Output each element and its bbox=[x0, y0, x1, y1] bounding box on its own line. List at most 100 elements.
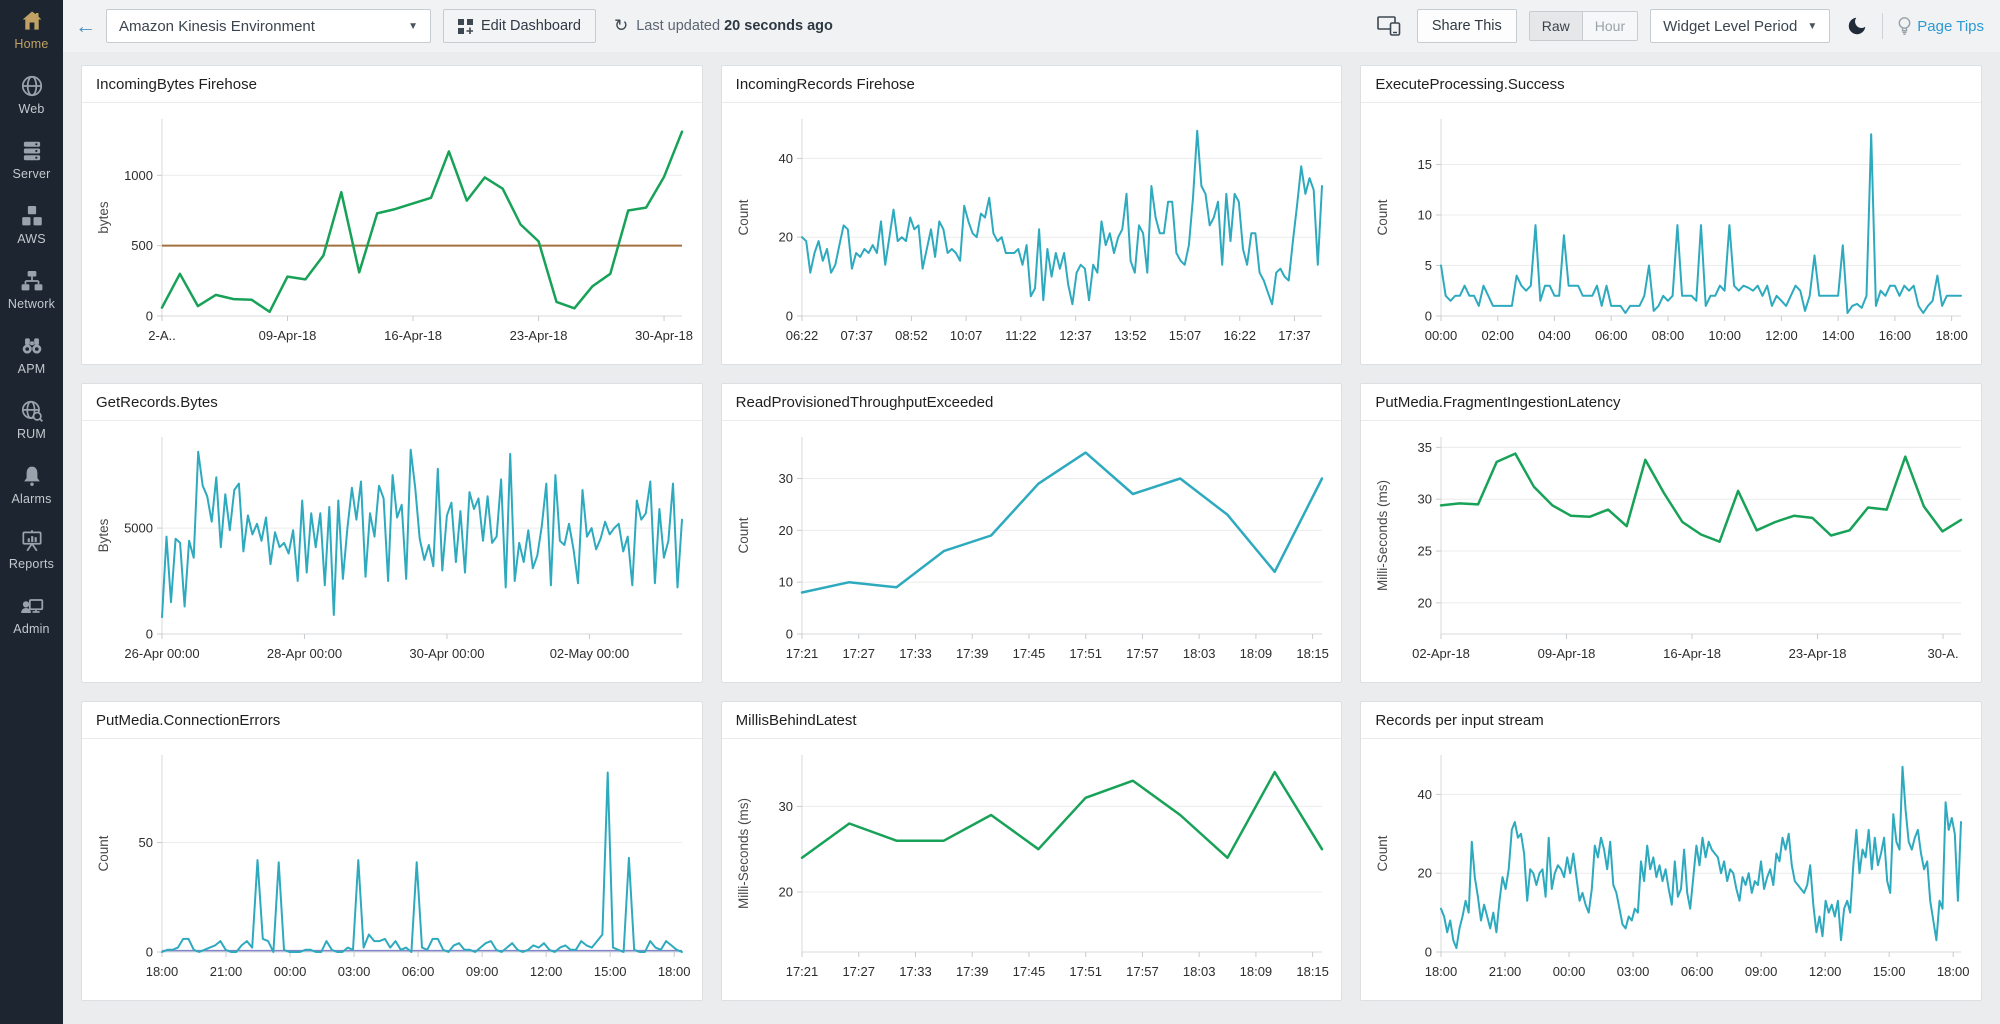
sidebar-item-network[interactable]: Network bbox=[0, 268, 63, 311]
sidebar-item-server[interactable]: Server bbox=[0, 138, 63, 181]
svg-text:16-Apr-18: 16-Apr-18 bbox=[384, 328, 442, 343]
svg-text:5000: 5000 bbox=[124, 521, 153, 536]
svg-text:17:51: 17:51 bbox=[1069, 646, 1102, 661]
svg-text:Milli-Seconds (ms): Milli-Seconds (ms) bbox=[1375, 480, 1390, 591]
page-tips-label: Page Tips bbox=[1917, 17, 1984, 35]
svg-text:17:45: 17:45 bbox=[1012, 964, 1045, 979]
widget-millisbehindlatest: MillisBehindLatest 20 30 17:21 17:27 17:33 17… bbox=[720, 701, 1343, 1001]
svg-text:Count: Count bbox=[1375, 835, 1390, 871]
svg-text:Milli-Seconds (ms): Milli-Seconds (ms) bbox=[736, 798, 751, 909]
widget-title: IncomingRecords Firehose bbox=[721, 66, 1342, 103]
line-chart[interactable]: 0 50 18:00 21:00 00:00 03:00 06:00 09:00 12:00 15… bbox=[82, 739, 702, 1000]
bell-icon bbox=[23, 466, 40, 486]
devices-icon[interactable] bbox=[1377, 15, 1403, 37]
sidebar-item-apm[interactable]: APM bbox=[0, 333, 63, 376]
share-this-button[interactable]: Share This bbox=[1416, 9, 1517, 43]
line-chart[interactable]: 0 5000 26-Apr 00:00 28-Apr 00:00 30-Apr 00:0… bbox=[82, 421, 702, 682]
last-updated-prefix: Last updated bbox=[636, 18, 721, 34]
svg-text:16-Apr-18: 16-Apr-18 bbox=[1663, 646, 1721, 661]
sidebar: Home Web Server AWS Network APM RUM Alar… bbox=[0, 0, 63, 1024]
line-chart[interactable]: 0 500 1000 2-A.. 09-Apr-18 16-Apr-18 23-Apr-18… bbox=[82, 103, 702, 364]
svg-text:20: 20 bbox=[778, 885, 792, 900]
binoculars-icon bbox=[22, 338, 41, 354]
edit-dashboard-button[interactable]: Edit Dashboard bbox=[443, 9, 596, 43]
svg-text:18:09: 18:09 bbox=[1239, 964, 1272, 979]
svg-text:17:27: 17:27 bbox=[842, 964, 875, 979]
svg-text:12:00: 12:00 bbox=[1765, 328, 1798, 343]
edit-dashboard-label: Edit Dashboard bbox=[481, 18, 581, 34]
last-updated-value: 20 seconds ago bbox=[724, 18, 833, 34]
svg-text:Count: Count bbox=[96, 835, 111, 871]
widget-readprovisionedthroughputexceeded: ReadProvisionedThroughputExceeded 0 10 20 3… bbox=[720, 383, 1343, 683]
sidebar-item-home[interactable]: Home bbox=[0, 8, 63, 51]
line-chart[interactable]: 0 20 40 06:22 07:37 08:52 10:07 11:22 12:37 13:52… bbox=[722, 103, 1342, 364]
svg-text:500: 500 bbox=[131, 238, 153, 253]
toolbar-divider bbox=[1882, 13, 1884, 39]
svg-text:10: 10 bbox=[1418, 207, 1432, 222]
widget-title: Records per input stream bbox=[1361, 702, 1981, 739]
svg-text:0: 0 bbox=[785, 627, 792, 642]
svg-text:21:00: 21:00 bbox=[1489, 964, 1522, 979]
svg-text:Count: Count bbox=[1375, 199, 1390, 235]
svg-text:18:15: 18:15 bbox=[1296, 646, 1329, 661]
svg-text:07:37: 07:37 bbox=[840, 328, 873, 343]
line-chart[interactable]: 0 5 10 15 00:00 02:00 04:00 06:00 08:00 10:00 12:0… bbox=[1361, 103, 1981, 364]
svg-text:09-Apr-18: 09-Apr-18 bbox=[1538, 646, 1596, 661]
back-arrow-icon[interactable]: ← bbox=[75, 14, 96, 38]
lightbulb-icon bbox=[1898, 17, 1911, 35]
svg-text:20: 20 bbox=[778, 230, 792, 245]
svg-text:0: 0 bbox=[785, 309, 792, 324]
chevron-down-icon: ▼ bbox=[408, 20, 418, 32]
aws-cubes-icon bbox=[21, 206, 42, 226]
widget-title: ReadProvisionedThroughputExceeded bbox=[721, 384, 1342, 421]
widget-getrecords-bytes: GetRecords.Bytes 0 5000 26-Apr 00:00 28-Apr… bbox=[81, 383, 703, 683]
sidebar-item-reports[interactable]: Reports bbox=[0, 528, 63, 571]
svg-text:17:21: 17:21 bbox=[785, 964, 818, 979]
server-icon bbox=[23, 141, 40, 161]
refresh-icon[interactable]: ↻ bbox=[613, 16, 629, 35]
widget-title: IncomingBytes Firehose bbox=[82, 66, 702, 103]
sidebar-item-label: APM bbox=[17, 362, 46, 376]
svg-text:00:00: 00:00 bbox=[1553, 964, 1586, 979]
widget-level-period-select[interactable]: Widget Level Period ▼ bbox=[1650, 9, 1831, 43]
svg-text:02:00: 02:00 bbox=[1482, 328, 1515, 343]
svg-text:10:07: 10:07 bbox=[950, 328, 983, 343]
svg-text:15:07: 15:07 bbox=[1168, 328, 1201, 343]
sidebar-item-aws[interactable]: AWS bbox=[0, 203, 63, 246]
sidebar-item-web[interactable]: Web bbox=[0, 73, 63, 116]
svg-text:17:39: 17:39 bbox=[956, 964, 989, 979]
svg-text:Count: Count bbox=[736, 199, 751, 235]
widget-title: GetRecords.Bytes bbox=[82, 384, 702, 421]
svg-text:02-Apr-18: 02-Apr-18 bbox=[1412, 646, 1470, 661]
toggle-option-raw[interactable]: Raw bbox=[1529, 12, 1583, 40]
toggle-option-hour[interactable]: Hour bbox=[1582, 12, 1638, 40]
svg-text:0: 0 bbox=[1425, 945, 1432, 960]
line-chart[interactable]: 0 10 20 30 17:21 17:27 17:33 17:39 17:45 17:51 17:… bbox=[722, 421, 1342, 682]
svg-text:28-Apr 00:00: 28-Apr 00:00 bbox=[267, 646, 342, 661]
line-chart[interactable]: 20 30 17:21 17:27 17:33 17:39 17:45 17:51 17:57 1… bbox=[722, 739, 1342, 1000]
svg-text:30: 30 bbox=[778, 471, 792, 486]
sidebar-item-rum[interactable]: RUM bbox=[0, 398, 63, 441]
sidebar-item-admin[interactable]: Admin bbox=[0, 593, 63, 636]
widget-title: PutMedia.FragmentIngestionLatency bbox=[1361, 384, 1981, 421]
svg-text:17:21: 17:21 bbox=[785, 646, 818, 661]
svg-text:Count: Count bbox=[736, 517, 751, 553]
line-chart[interactable]: 0 20 40 18:00 21:00 00:00 03:00 06:00 09:00 12:00… bbox=[1361, 739, 1981, 1000]
svg-text:50: 50 bbox=[139, 835, 153, 850]
widget-title: PutMedia.ConnectionErrors bbox=[82, 702, 702, 739]
svg-text:23-Apr-18: 23-Apr-18 bbox=[510, 328, 568, 343]
svg-text:18:00: 18:00 bbox=[1937, 964, 1970, 979]
svg-text:Bytes: Bytes bbox=[96, 518, 111, 552]
svg-text:09:00: 09:00 bbox=[466, 964, 499, 979]
page-tips-link[interactable]: Page Tips bbox=[1897, 16, 1984, 36]
svg-text:5: 5 bbox=[1425, 258, 1432, 273]
line-chart[interactable]: 20 25 30 35 02-Apr-18 09-Apr-18 16-Apr-18 23-Ap… bbox=[1361, 421, 1981, 682]
svg-text:10: 10 bbox=[778, 575, 792, 590]
svg-text:21:00: 21:00 bbox=[210, 964, 243, 979]
dashboard-select[interactable]: Amazon Kinesis Environment ▼ bbox=[106, 9, 431, 43]
dark-mode-moon-icon[interactable] bbox=[1846, 15, 1868, 37]
sidebar-item-label: Reports bbox=[8, 557, 55, 571]
sidebar-item-label: Admin bbox=[13, 622, 50, 636]
sidebar-item-alarms[interactable]: Alarms bbox=[0, 463, 63, 506]
widget-putmedia-fragmentingestionlatency: PutMedia.FragmentIngestionLatency 20 25 30… bbox=[1360, 383, 1982, 683]
